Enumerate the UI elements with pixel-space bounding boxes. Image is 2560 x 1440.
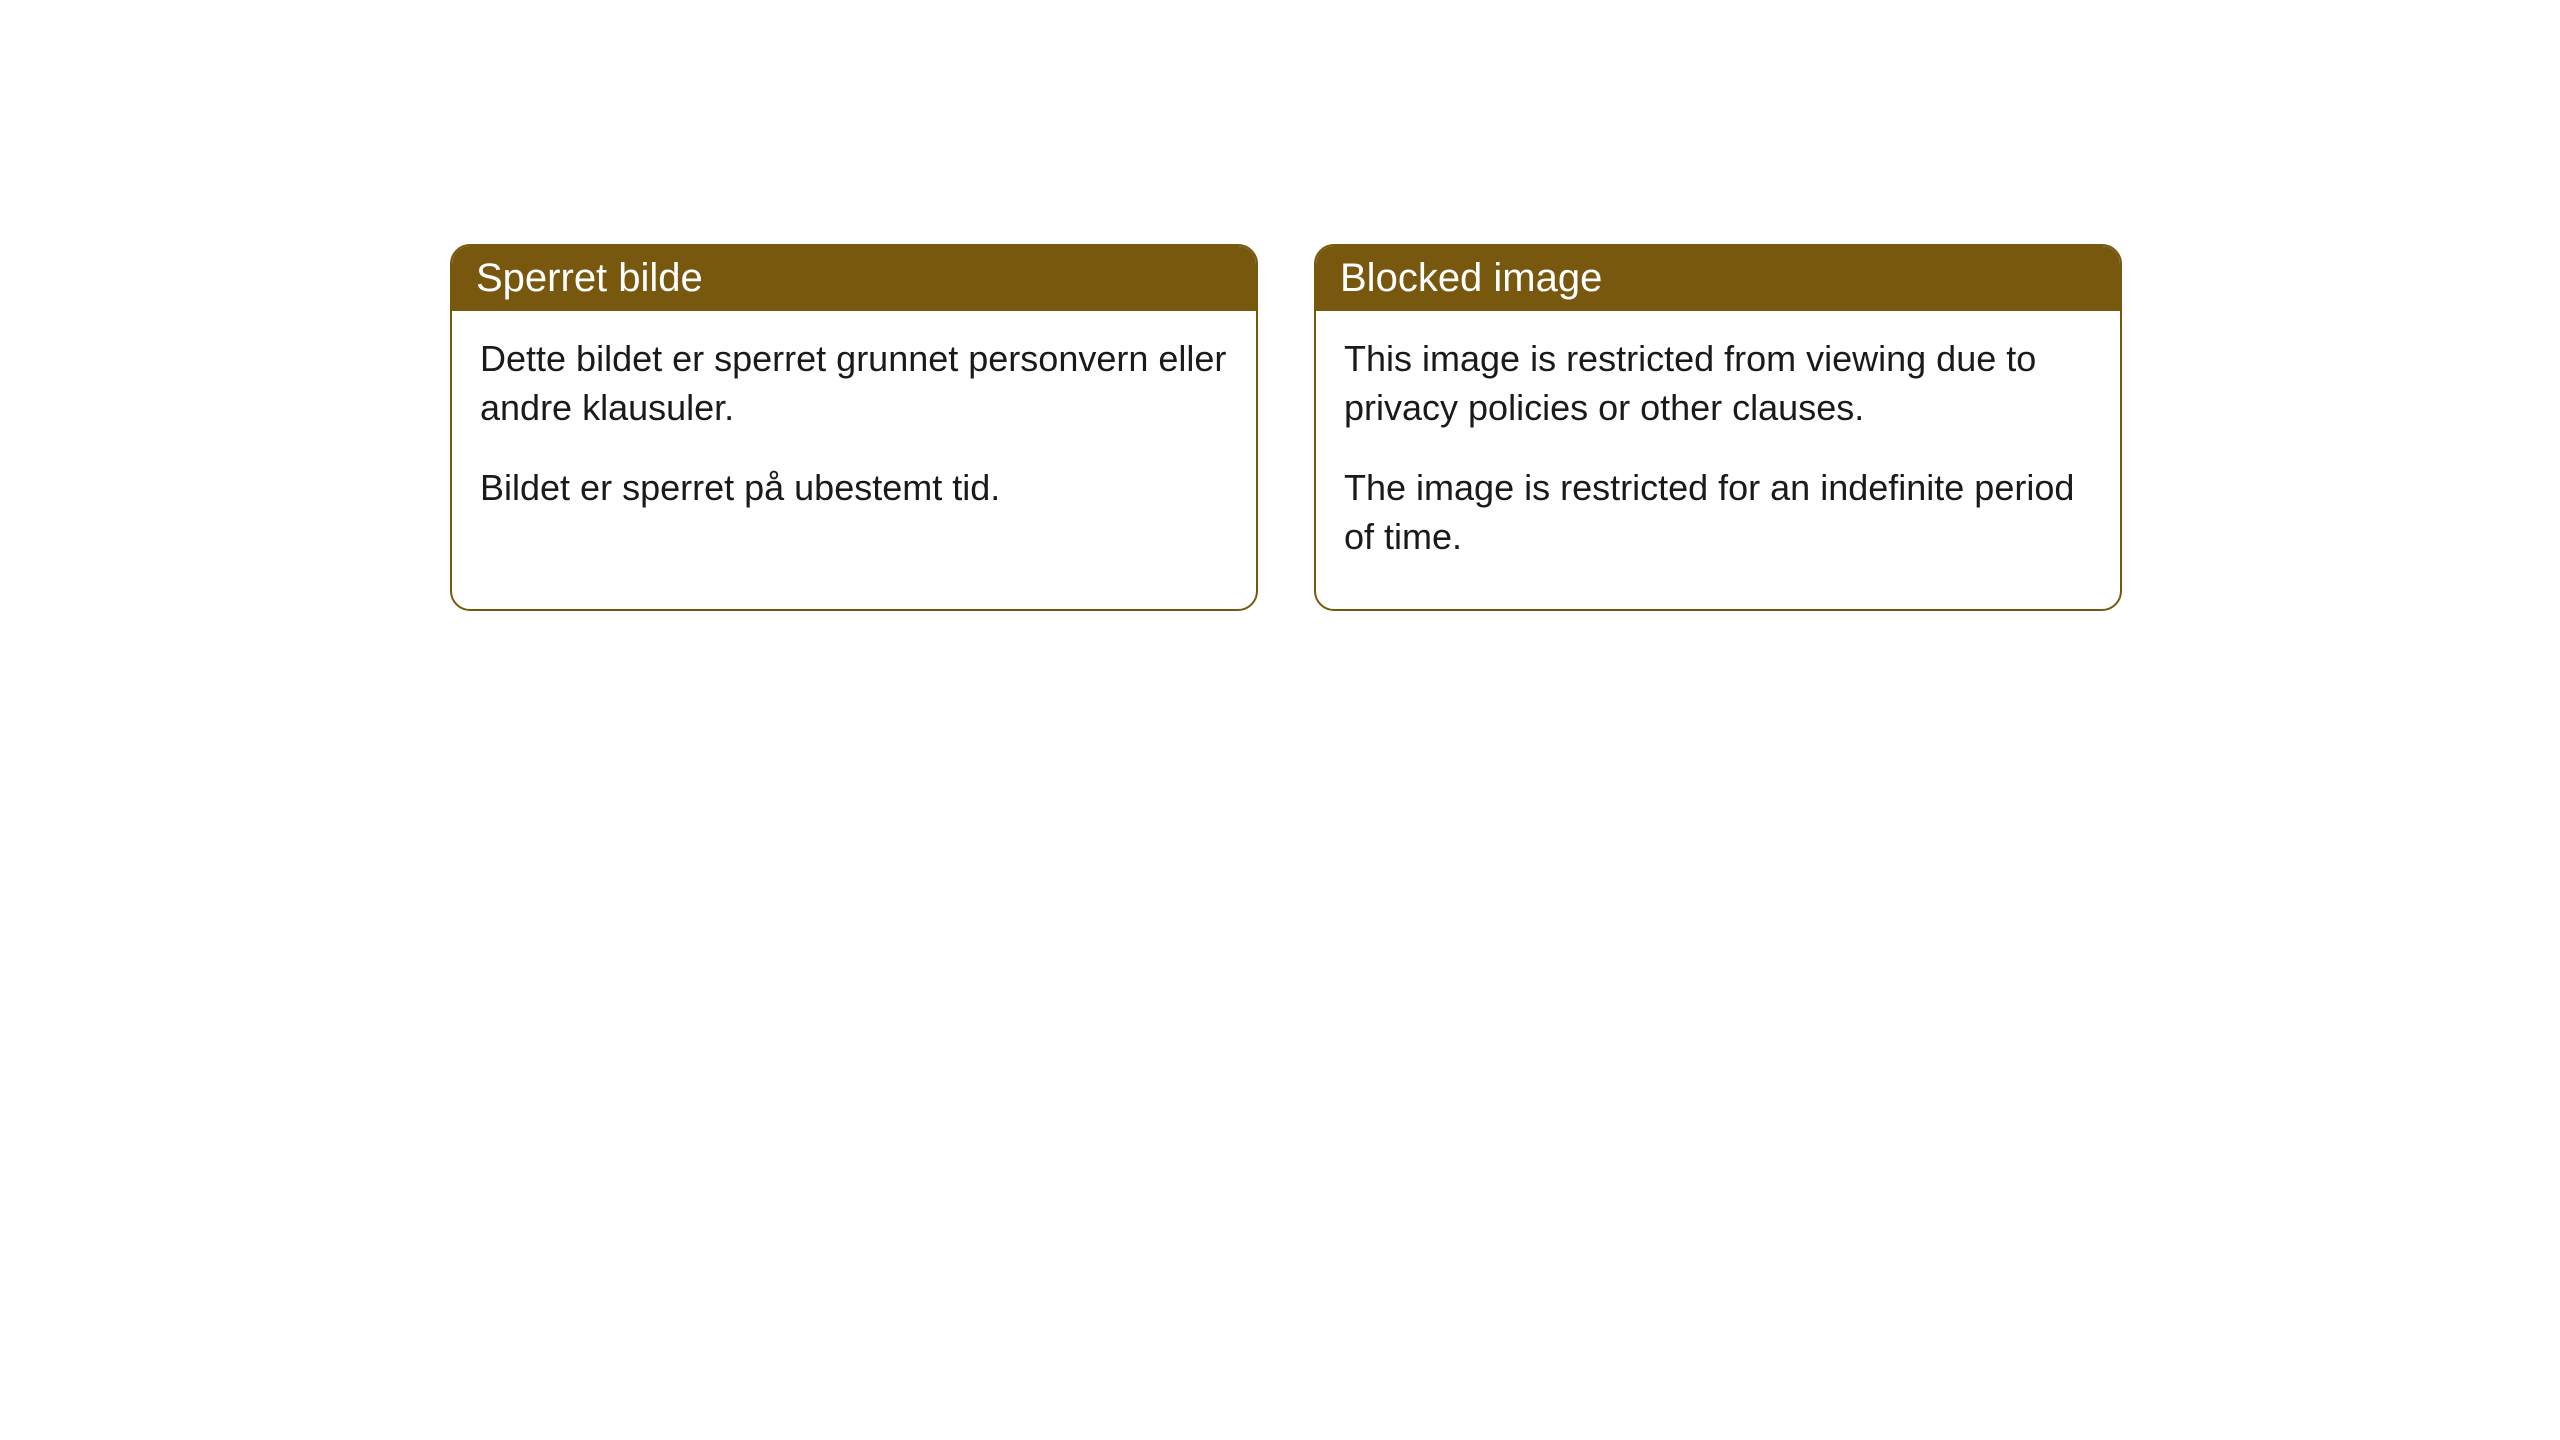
cards-container: Sperret bilde Dette bildet er sperret gr… xyxy=(450,244,2122,611)
card-paragraph: Bildet er sperret på ubestemt tid. xyxy=(480,464,1228,513)
card-paragraph: This image is restricted from viewing du… xyxy=(1344,335,2092,432)
blocked-image-card-english: Blocked image This image is restricted f… xyxy=(1314,244,2122,611)
card-body: Dette bildet er sperret grunnet personve… xyxy=(452,311,1256,561)
card-paragraph: The image is restricted for an indefinit… xyxy=(1344,464,2092,561)
card-header: Sperret bilde xyxy=(452,246,1256,311)
blocked-image-card-norwegian: Sperret bilde Dette bildet er sperret gr… xyxy=(450,244,1258,611)
card-paragraph: Dette bildet er sperret grunnet personve… xyxy=(480,335,1228,432)
card-header: Blocked image xyxy=(1316,246,2120,311)
card-body: This image is restricted from viewing du… xyxy=(1316,311,2120,609)
